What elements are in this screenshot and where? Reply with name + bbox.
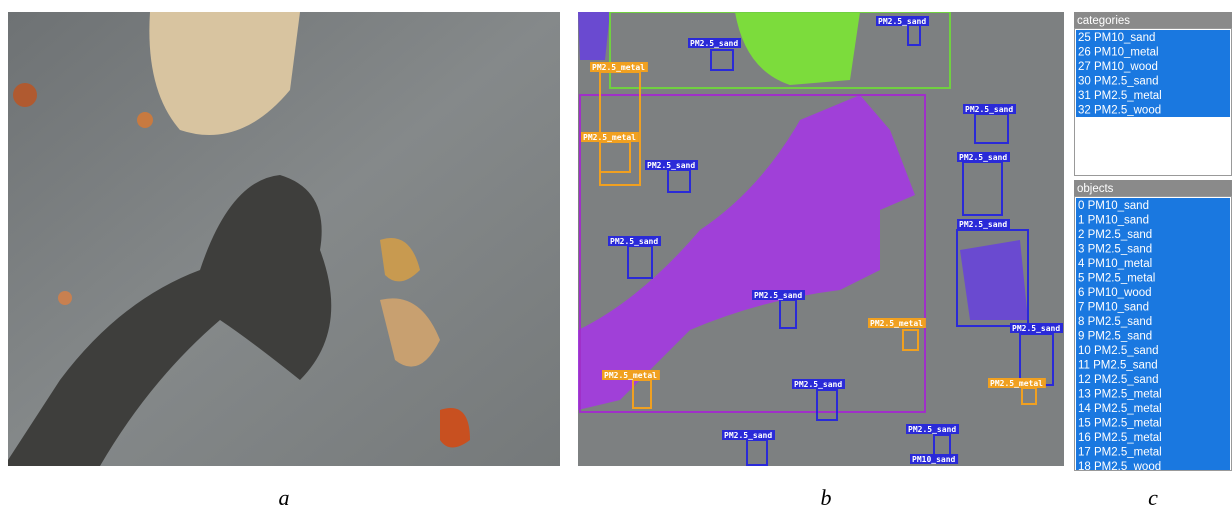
list-item: 26 PM10_metal — [1078, 47, 1159, 59]
list-item: 16 PM2.5_metal — [1078, 432, 1162, 444]
photo-a — [8, 12, 560, 466]
detection-label: PM2.5_sand — [908, 425, 956, 434]
detection-label: PM2.5_metal — [870, 319, 923, 328]
caption: c — [1148, 485, 1158, 510]
list-item: 5 PM2.5_metal — [1078, 273, 1155, 285]
list-item: 13 PM2.5_metal — [1078, 389, 1162, 401]
list-item: 2 PM2.5_sand — [1078, 229, 1152, 241]
list-item: 15 PM2.5_metal — [1078, 418, 1162, 430]
list-item: 25 PM10_sand — [1078, 32, 1155, 44]
list-item: 10 PM2.5_sand — [1078, 345, 1159, 357]
detection-label: PM2.5_sand — [724, 431, 772, 440]
detection-label: PM2.5_sand — [610, 237, 658, 246]
categories-title: categories — [1077, 15, 1130, 27]
list-item: 32 PM2.5_wood — [1078, 105, 1161, 117]
list-item: 17 PM2.5_metal — [1078, 447, 1162, 459]
figure: PM2.5_sand PM2.5_sand PM2.5_metal PM2.5_met… — [0, 0, 1232, 513]
caption: b — [821, 485, 832, 510]
list-panel: categories objects 25 PM10_sand 26 PM10_m… — [1074, 12, 1232, 473]
list-item: 14 PM2.5_metal — [1078, 403, 1162, 415]
list-item: 12 PM2.5_sand — [1078, 374, 1159, 386]
list-item: 30 PM2.5_sand — [1078, 76, 1159, 88]
list-item: 3 PM2.5_sand — [1078, 244, 1152, 256]
list-item: 6 PM10_wood — [1078, 287, 1152, 299]
list-item: 18 PM2.5_wood — [1078, 461, 1161, 473]
list-item: 1 PM10_sand — [1078, 215, 1149, 227]
detection-label: PM2.5_metal — [583, 133, 636, 142]
detection-label: PM2.5_sand — [959, 220, 1007, 229]
detection-label: PM2.5_sand — [754, 291, 802, 300]
detection-label: PM2.5_sand — [794, 380, 842, 389]
page: PM2.5_sand PM2.5_sand PM2.5_metal PM2.5_met… — [0, 0, 1232, 513]
detection-label: PM2.5_metal — [990, 379, 1043, 388]
detection-label: PM10_sand — [912, 455, 956, 464]
detection-label: PM2.5_sand — [959, 153, 1007, 162]
detection-label: PM2.5_sand — [878, 17, 926, 26]
detection-label: PM2.5_metal — [604, 371, 657, 380]
caption: a — [279, 485, 290, 510]
list-item: 11 PM2.5_sand — [1078, 360, 1158, 372]
detection-label: PM2.5_sand — [690, 39, 738, 48]
detection-label: PM2.5_sand — [647, 161, 695, 170]
detection-label: PM2.5_sand — [1012, 324, 1060, 333]
list-item: 4 PM10_metal — [1078, 258, 1152, 270]
list-item: 7 PM10_sand — [1078, 302, 1149, 314]
list-item: 8 PM2.5_sand — [1078, 316, 1152, 328]
list-item: 9 PM2.5_sand — [1078, 331, 1152, 343]
detection-label: PM2.5_metal — [592, 63, 645, 72]
list-item: 31 PM2.5_metal — [1078, 90, 1162, 102]
list-item: 0 PM10_sand — [1078, 200, 1149, 212]
list-item: 27 PM10_wood — [1078, 61, 1158, 73]
objects-title: objects — [1077, 183, 1114, 195]
detection-label: PM2.5_sand — [965, 105, 1013, 114]
